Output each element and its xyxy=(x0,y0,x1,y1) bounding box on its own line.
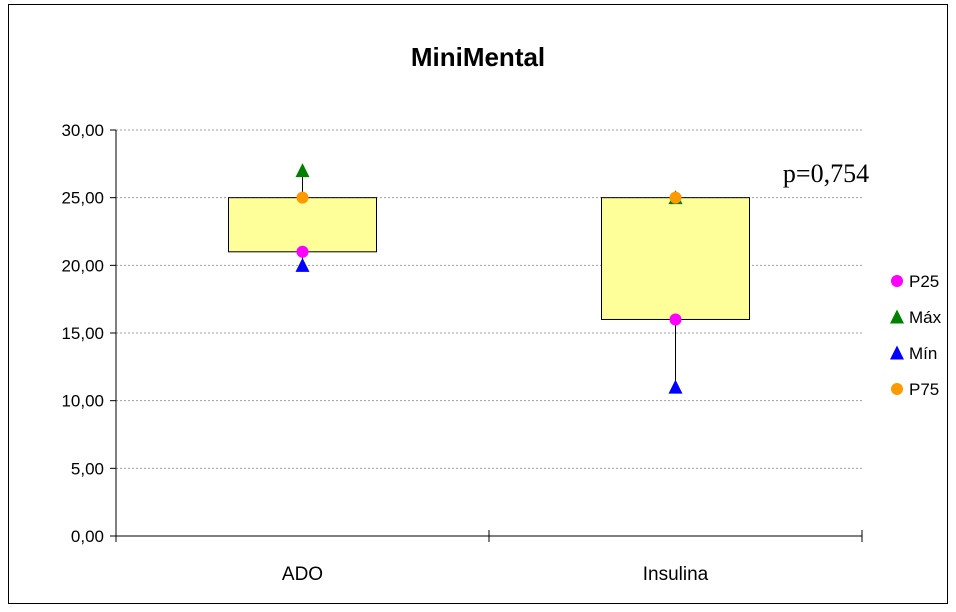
marker-p25 xyxy=(296,245,309,258)
legend-label: Mín xyxy=(909,344,937,363)
legend-entry: P25 xyxy=(891,272,939,291)
box xyxy=(228,197,377,253)
y-tick-label: 25,00 xyxy=(61,189,104,208)
y-tick-label: 20,00 xyxy=(61,256,104,275)
y-tick-label: 30,00 xyxy=(61,121,104,140)
y-tick-label: 5,00 xyxy=(71,459,104,478)
marker-p25 xyxy=(669,313,682,326)
legend-marker xyxy=(890,345,904,360)
x-tick-label: ADO xyxy=(282,564,323,585)
p-value-annotation: p=0,754 xyxy=(783,159,869,188)
legend-label: P25 xyxy=(909,272,939,291)
legend-entry: Mín xyxy=(890,344,937,363)
x-tick-label: Insulina xyxy=(643,564,709,585)
marker-p75 xyxy=(669,191,682,204)
legend-entry: Máx xyxy=(890,308,942,327)
legend: P25 Máx Mín P75 xyxy=(890,272,942,399)
marker-min xyxy=(295,257,310,272)
legend-label: Máx xyxy=(909,308,942,327)
legend-label: P75 xyxy=(909,380,939,399)
markers xyxy=(295,163,683,394)
marker-max xyxy=(295,163,310,178)
y-tick-label: 10,00 xyxy=(61,392,104,411)
y-tick-label: 15,00 xyxy=(61,324,104,343)
marker-min xyxy=(668,379,683,394)
marker-p75 xyxy=(296,191,309,204)
legend-marker xyxy=(891,383,903,395)
legend-entry: P75 xyxy=(891,380,939,399)
chart-title: MiniMental xyxy=(411,42,545,72)
gridlines xyxy=(116,129,862,469)
box xyxy=(601,197,750,320)
legend-marker xyxy=(890,309,904,324)
axes: 0,00 5,00 10,00 15,00 20,00 25,00 30,00 ADO Insu… xyxy=(61,121,863,585)
chart-frame xyxy=(8,4,948,604)
legend-marker xyxy=(891,275,903,287)
y-tick-label: 0,00 xyxy=(71,527,104,546)
